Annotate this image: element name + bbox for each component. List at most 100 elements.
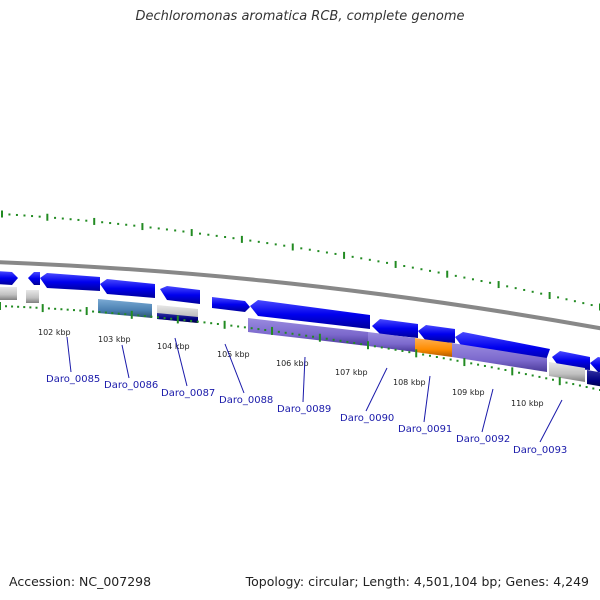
map-title: Dechloromonas aromatica RCB, complete ge… <box>135 9 465 24</box>
scale-dot <box>257 328 260 331</box>
scale-dot <box>54 307 57 310</box>
scale-dot <box>420 268 423 271</box>
kbp-tick-label: 108 kbp <box>393 378 426 387</box>
scale-dot <box>92 310 95 313</box>
scale-dot <box>592 387 595 390</box>
scale-dot <box>232 237 235 240</box>
cds-arrow <box>160 286 200 304</box>
scale-dot <box>401 349 404 352</box>
scale-dot <box>8 213 11 216</box>
scale-dot <box>210 322 213 325</box>
cds-arrow <box>28 272 40 285</box>
scale-dot <box>249 239 252 242</box>
kbp-tick-label: 106 kbp <box>276 359 309 368</box>
scale-dot <box>124 313 127 316</box>
inner-scale-ring <box>0 302 600 391</box>
scale-dot <box>283 244 286 247</box>
scale-dot <box>506 285 509 288</box>
kbp-labels: 102 kbp 103 kbp 104 kbp 105 kbp 106 kbp … <box>38 328 544 408</box>
scale-dot <box>332 338 335 341</box>
scale-dot <box>47 307 50 310</box>
scale-dot <box>170 317 173 320</box>
scale-dot <box>35 306 38 309</box>
cog-block <box>587 370 600 387</box>
scale-dot <box>274 243 277 246</box>
cds-arrow <box>418 325 455 343</box>
scale-dot <box>199 232 202 235</box>
scale-dot <box>109 222 112 225</box>
gene-label-daro-0090: Daro_0090 <box>340 413 394 424</box>
gene-label-daro-0089: Daro_0089 <box>277 404 331 415</box>
scale-dot <box>77 218 80 221</box>
scale-dot <box>125 223 128 226</box>
topology-summary: Topology: circular; Length: 4,501,104 bp… <box>245 574 589 589</box>
scale-dot <box>557 296 560 299</box>
cog-block <box>26 290 39 303</box>
scale-dot <box>538 375 541 378</box>
scale-dot <box>497 367 500 370</box>
scale-dot <box>471 278 474 281</box>
scale-dot <box>215 234 218 237</box>
cds-arrow <box>250 300 370 329</box>
scale-dot <box>368 258 371 261</box>
scale-dot <box>582 302 585 305</box>
scale-dot <box>403 265 406 268</box>
cds-arrow <box>590 357 600 373</box>
scale-dot <box>435 356 438 359</box>
leader-line <box>121 344 130 379</box>
cog-block <box>0 287 17 300</box>
scale-dot <box>483 364 486 367</box>
scale-dot <box>61 217 64 220</box>
scale-dot <box>334 252 337 255</box>
cog-block <box>368 332 415 352</box>
gene-leaders <box>66 336 563 443</box>
scale-dot <box>277 330 280 333</box>
scale-dot <box>250 327 253 330</box>
scale-dot <box>456 359 459 362</box>
scale-dot <box>291 332 294 335</box>
accession-label: Accession: NC_007298 <box>9 574 152 589</box>
leader-line <box>66 336 72 373</box>
scale-dot <box>565 298 568 301</box>
scale-dot <box>243 326 246 329</box>
cds-arrow <box>100 279 155 298</box>
scale-dot <box>230 324 233 327</box>
scale-dot <box>101 221 104 224</box>
leader-line <box>539 399 563 443</box>
scale-dot <box>98 311 101 314</box>
scale-dot <box>104 311 107 314</box>
scale-dot <box>17 305 20 308</box>
cds-arrow <box>40 273 100 291</box>
kbp-tick-label: 107 kbp <box>335 368 368 377</box>
leader-line <box>365 367 388 412</box>
cog-block <box>549 362 585 382</box>
scale-dot <box>353 342 356 345</box>
scale-dot <box>149 226 152 229</box>
scale-dot <box>266 242 269 245</box>
scale-dot <box>360 343 363 346</box>
scale-dot <box>5 305 8 308</box>
scale-dot <box>540 292 543 295</box>
scale-dot <box>143 315 146 318</box>
scale-dot <box>428 354 431 357</box>
scale-dot <box>15 213 18 216</box>
scale-dot <box>312 335 315 338</box>
scale-dot <box>437 271 440 274</box>
leader-line <box>174 337 188 387</box>
scale-dot <box>411 266 414 269</box>
scale-dot <box>489 281 492 284</box>
scale-dot <box>442 357 445 360</box>
gene-label-daro-0088: Daro_0088 <box>219 395 273 406</box>
scale-dot <box>573 300 576 303</box>
scale-dot <box>60 308 63 311</box>
scale-dot <box>373 345 376 348</box>
scale-dot <box>23 306 26 309</box>
scale-dot <box>117 312 120 315</box>
scale-dot <box>156 316 159 319</box>
scale-dot <box>531 290 534 293</box>
scale-dot <box>572 383 575 386</box>
scale-dot <box>531 374 534 377</box>
scale-dot <box>514 287 517 290</box>
scale-dot <box>264 328 267 331</box>
scale-dot <box>174 229 177 232</box>
